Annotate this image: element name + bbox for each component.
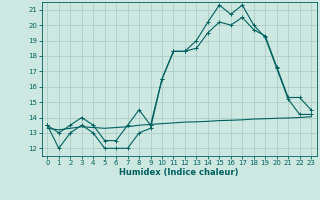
X-axis label: Humidex (Indice chaleur): Humidex (Indice chaleur) [119, 168, 239, 177]
